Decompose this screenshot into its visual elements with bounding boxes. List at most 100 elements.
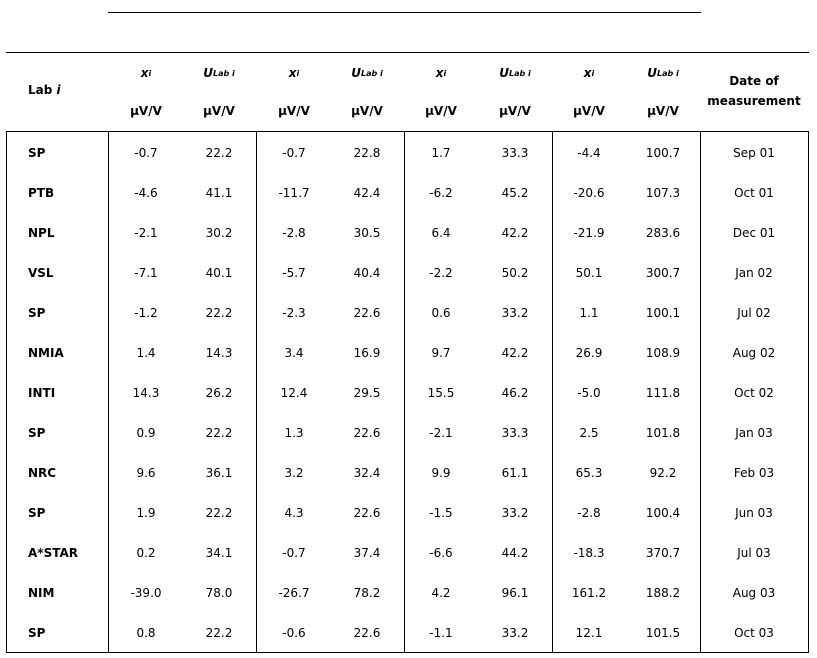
- uncertainty-value: 50.2: [501, 266, 529, 280]
- uncertainty-value: 100.1: [645, 306, 681, 320]
- column-header-rule: [6, 131, 809, 132]
- measurement-date: Dec 01: [732, 226, 776, 240]
- uncertainty-value: 36.1: [205, 466, 233, 480]
- symbol-main: U: [499, 66, 509, 80]
- uncertainty-value: 44.2: [501, 546, 529, 560]
- uncertainty-value: 45.2: [501, 186, 529, 200]
- uncertainty-value: 33.3: [501, 146, 529, 160]
- measurement-date: Oct 02: [734, 386, 774, 400]
- deviation-value: 3.2: [284, 466, 304, 480]
- lab-name: NRC: [28, 466, 57, 480]
- uncertainty-symbol-header: U Lab i: [627, 62, 699, 84]
- deviation-value: -11.7: [278, 186, 310, 200]
- uncertainty-value: 32.4: [353, 466, 381, 480]
- measurement-date: Jul 03: [737, 546, 771, 560]
- deviation-value: -7.1: [134, 266, 158, 280]
- uncertainty-value: 40.4: [353, 266, 381, 280]
- uncertainty-value: 22.2: [205, 306, 233, 320]
- deviation-value: 12.4: [280, 386, 308, 400]
- deviation-value: 14.3: [132, 386, 160, 400]
- uncertainty-value: 283.6: [645, 226, 681, 240]
- measurement-date: Feb 03: [733, 466, 775, 480]
- lab-name: SP: [28, 506, 46, 520]
- uncertainty-value: 33.2: [501, 306, 529, 320]
- uncertainty-value: 42.2: [501, 226, 529, 240]
- uncertainty-value: 61.1: [501, 466, 529, 480]
- deviation-value: 0.6: [431, 306, 451, 320]
- uncertainty-value: 22.2: [205, 146, 233, 160]
- symbol-subscript: i: [296, 68, 300, 78]
- uncertainty-value: 22.6: [353, 506, 381, 520]
- measurement-date: Aug 03: [732, 586, 776, 600]
- uncertainty-value: 42.4: [353, 186, 381, 200]
- table-right-border: [808, 131, 809, 653]
- uncertainty-symbol-header: U Lab i: [331, 62, 403, 84]
- uncertainty-value: 111.8: [645, 386, 681, 400]
- uncertainty-value: 37.4: [353, 546, 381, 560]
- measurement-date: Aug 02: [732, 346, 776, 360]
- symbol-main: x: [583, 66, 592, 80]
- symbol-subscript: Lab i: [657, 68, 679, 78]
- column-divider-1: [256, 131, 257, 653]
- deviation-value: 4.3: [284, 506, 304, 520]
- deviation-value: -1.2: [134, 306, 158, 320]
- deviation-value: 4.2: [431, 586, 451, 600]
- deviation-value: 65.3: [575, 466, 603, 480]
- uncertainty-value: 101.8: [645, 426, 681, 440]
- unit-header: µV/V: [351, 104, 383, 118]
- uncertainty-value: 96.1: [501, 586, 529, 600]
- deviation-value: -0.7: [282, 546, 306, 560]
- deviation-value: 1.1: [579, 306, 599, 320]
- lab-name: INTI: [28, 386, 56, 400]
- uncertainty-symbol-header: U Lab i: [479, 62, 551, 84]
- uncertainty-value: 22.2: [205, 426, 233, 440]
- lab-name: NIM: [28, 586, 55, 600]
- deviation-value: -39.0: [130, 586, 162, 600]
- uncertainty-value: 22.2: [205, 506, 233, 520]
- lab-header-text: Lab: [28, 83, 57, 97]
- deviation-value: -2.8: [282, 226, 306, 240]
- unit-header: µV/V: [130, 104, 162, 118]
- deviation-value: -1.5: [429, 506, 453, 520]
- deviation-value: -26.7: [278, 586, 310, 600]
- uncertainty-value: 41.1: [205, 186, 233, 200]
- deviation-value: -1.1: [429, 626, 453, 640]
- lab-name: SP: [28, 626, 46, 640]
- symbol-subscript: i: [591, 68, 595, 78]
- deviation-value: 0.9: [136, 426, 156, 440]
- measurement-date: Sep 01: [733, 146, 775, 160]
- deviation-value: -0.7: [134, 146, 158, 160]
- symbol-main: x: [435, 66, 444, 80]
- uncertainty-value: 26.2: [205, 386, 233, 400]
- lab-name: NPL: [28, 226, 55, 240]
- table-left-border: [6, 131, 7, 653]
- uncertainty-value: 22.6: [353, 626, 381, 640]
- uncertainty-value: 22.8: [353, 146, 381, 160]
- deviation-value: -2.3: [282, 306, 306, 320]
- deviation-value: 1.9: [136, 506, 156, 520]
- deviation-value: 6.4: [431, 226, 451, 240]
- symbol-main: U: [351, 66, 361, 80]
- deviation-value: -20.6: [573, 186, 605, 200]
- deviation-value: -2.8: [577, 506, 601, 520]
- deviation-value: 1.7: [431, 146, 451, 160]
- deviation-value: -2.1: [429, 426, 453, 440]
- unit-header: µV/V: [278, 104, 310, 118]
- measurement-date: Jan 02: [735, 266, 773, 280]
- deviation-value: 26.9: [575, 346, 603, 360]
- deviation-value: -21.9: [573, 226, 605, 240]
- uncertainty-value: 33.3: [501, 426, 529, 440]
- lab-name: PTB: [28, 186, 55, 200]
- bottom-rule: [6, 652, 809, 653]
- measurement-date: Jun 03: [735, 506, 773, 520]
- uncertainty-value: 14.3: [205, 346, 233, 360]
- uncertainty-value: 40.1: [205, 266, 233, 280]
- uncertainty-value: 33.2: [501, 506, 529, 520]
- uncertainty-value: 101.5: [645, 626, 681, 640]
- deviation-value: -18.3: [573, 546, 605, 560]
- lab-name: A*STAR: [28, 546, 78, 560]
- measurement-date: Jan 03: [735, 426, 773, 440]
- deviation-value: 9.7: [431, 346, 451, 360]
- unit-header: µV/V: [573, 104, 605, 118]
